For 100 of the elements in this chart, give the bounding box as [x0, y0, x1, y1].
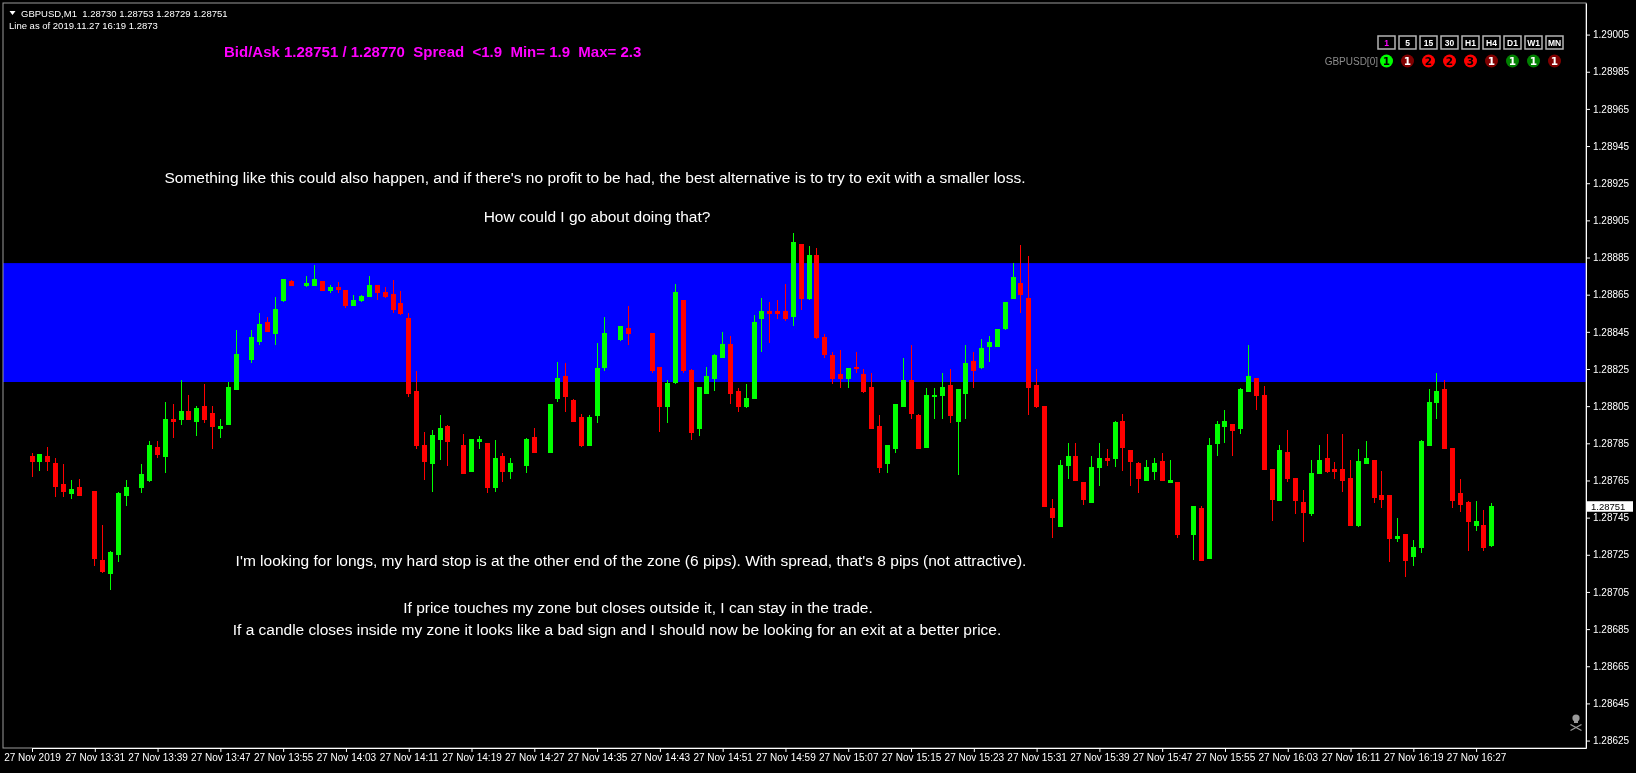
candlestick — [288, 279, 294, 286]
candlestick — [335, 281, 341, 294]
candlestick — [696, 387, 702, 437]
candlestick — [319, 281, 325, 292]
candlestick — [1465, 500, 1471, 552]
candlestick — [1253, 377, 1259, 411]
candlestick — [107, 550, 113, 591]
candlestick — [830, 351, 836, 385]
candlestick — [947, 368, 953, 424]
candlestick — [1261, 385, 1267, 470]
candlestick — [767, 301, 773, 344]
candlestick — [37, 453, 43, 472]
x-tick-label: 27 Nov 13:39 — [128, 752, 189, 764]
x-tick-label: 27 Nov 14:51 — [693, 752, 754, 764]
candlestick — [1018, 244, 1024, 314]
candlestick — [869, 372, 875, 429]
candlestick — [1277, 444, 1283, 502]
candlestick — [916, 413, 922, 450]
candlestick — [421, 431, 427, 481]
candlestick — [814, 247, 820, 340]
candlestick — [272, 296, 278, 346]
candlestick — [586, 414, 592, 446]
x-tick-label: 27 Nov 16:11 — [1321, 752, 1381, 764]
y-tick-label: 1.28625 — [1593, 735, 1630, 747]
text: Line as of 2019.11.27 16:19 1.2873 — [9, 20, 158, 31]
candlestick — [1089, 455, 1095, 504]
candlestick — [1379, 470, 1385, 509]
candlestick — [29, 452, 35, 478]
x-tick-label: 27 Nov 15:47 — [1132, 752, 1193, 764]
candlestick — [139, 463, 145, 494]
candlestick — [712, 353, 718, 392]
candlestick — [327, 284, 333, 294]
candlestick — [1324, 433, 1330, 474]
candlestick — [1167, 459, 1173, 483]
candlestick — [1340, 433, 1346, 493]
x-tick-label: 27 Nov 14:35 — [567, 752, 628, 764]
candlestick — [665, 379, 671, 424]
candlestick — [398, 290, 404, 316]
candlestick — [884, 444, 890, 474]
candlestick — [822, 333, 828, 359]
candlestick — [1010, 262, 1016, 299]
candlestick — [1332, 461, 1338, 480]
candlestick — [1348, 459, 1354, 526]
candlestick — [751, 314, 757, 400]
candlestick — [759, 297, 765, 353]
x-tick-label: 27 Nov 14:19 — [442, 752, 503, 764]
candlestick — [1191, 505, 1197, 561]
candlestick — [908, 344, 914, 420]
candlestick — [1371, 459, 1377, 504]
candlestick — [790, 232, 796, 327]
candlestick — [1120, 413, 1126, 472]
y-tick-label: 1.28805 — [1593, 400, 1630, 412]
candlestick — [798, 244, 804, 311]
candlestick — [257, 312, 263, 346]
candlestick — [359, 294, 365, 303]
candlestick — [1104, 448, 1110, 467]
candlestick — [1434, 372, 1440, 420]
annotation: Something like this could also happen, and if there's no profit to be had, the best alternative is to try to exit with a smaller loss. — [164, 168, 1026, 186]
candlestick — [782, 283, 788, 322]
candlestick — [45, 446, 51, 472]
candlestick — [1481, 509, 1487, 552]
x-tick-label: 27 Nov 14:43 — [630, 752, 691, 764]
candlestick — [492, 439, 498, 493]
y-tick-label: 1.28665 — [1593, 660, 1630, 672]
candlestick — [469, 439, 475, 472]
candlestick — [1057, 459, 1063, 528]
candlestick — [680, 299, 686, 374]
candlestick — [1151, 457, 1157, 481]
y-tick-label: 1.28865 — [1593, 289, 1630, 301]
candlestick — [673, 283, 679, 385]
candlestick — [484, 442, 490, 494]
y-tick-label: 1.28745 — [1593, 512, 1630, 524]
annotation: I'm looking for longs, my hard stop is at the other end of the zone (6 pips). With spread, that's 8 pips (not attractive). — [235, 551, 1027, 569]
x-tick-label: 27 Nov 14:27 — [505, 752, 565, 764]
y-tick-label: 1.28945 — [1593, 140, 1630, 152]
annotation: How could I go about doing that? — [483, 207, 711, 225]
candlestick — [987, 335, 993, 363]
candlestick — [743, 383, 749, 409]
text: 1 5 15 30 H1 H4 D1 W1 MN — [1384, 38, 1562, 48]
candlestick — [892, 403, 898, 454]
x-tick-label: 27 Nov 15:55 — [1195, 752, 1256, 764]
candlestick — [1175, 481, 1181, 539]
candlestick — [60, 463, 66, 498]
x-tick-label: 27 Nov 14:11 — [379, 752, 440, 764]
x-tick-label: 27 Nov 16:27 — [1446, 752, 1507, 764]
candlestick — [476, 435, 482, 450]
candlestick — [68, 479, 74, 500]
candlestick — [735, 387, 741, 413]
candlestick — [563, 362, 569, 413]
y-tick-label: 1.28905 — [1593, 215, 1630, 227]
candlestick — [1198, 505, 1204, 561]
candlestick — [1143, 459, 1149, 481]
candlestick — [1300, 489, 1306, 543]
candlestick — [531, 427, 537, 454]
candlestick — [1081, 481, 1087, 506]
candlestick — [1041, 405, 1047, 507]
text: 1 1 2 2 3 1 1 1 1 — [1382, 54, 1559, 67]
candlestick — [508, 457, 514, 480]
candlestick — [994, 329, 1000, 348]
candlestick — [555, 361, 561, 403]
